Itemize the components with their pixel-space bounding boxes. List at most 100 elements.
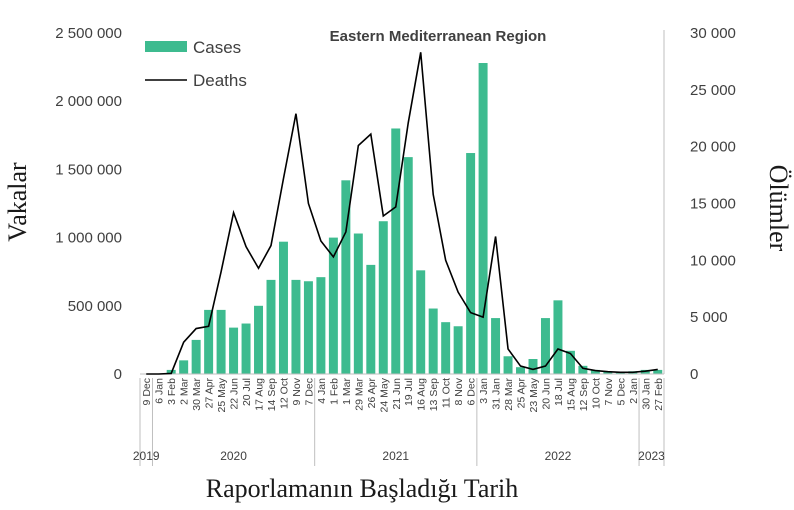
year-label: 2019	[133, 449, 160, 463]
cases-bar	[278, 241, 288, 374]
year-label: 2022	[545, 449, 572, 463]
cases-bar	[341, 180, 351, 374]
cases-bar	[328, 237, 338, 374]
x-tick-label: 12 Sep	[578, 378, 590, 411]
year-groups: 2019 2020 2021 2022 2023	[133, 378, 665, 466]
cases-bar	[366, 264, 376, 374]
y2-tick-label: 15 000	[690, 196, 736, 213]
y2-axis-title: Ölümler	[764, 165, 793, 252]
x-tick-label: 25 Apr	[516, 377, 528, 408]
cases-bar	[565, 350, 575, 374]
cases-bar	[516, 367, 526, 374]
x-tick-label: 5 Dec	[615, 378, 627, 405]
legend-cases-label: Cases	[193, 38, 241, 57]
legend-cases-swatch	[145, 41, 187, 52]
y2-tick-label: 0	[690, 366, 698, 383]
y-axis-title: Vakalar	[3, 162, 32, 242]
x-tick-label: 8 Nov	[453, 377, 465, 405]
y-tick-label: 500 000	[68, 298, 122, 315]
cases-bar	[303, 281, 313, 374]
x-tick-label: 4 Jan	[316, 378, 328, 404]
y-tick-label: 2 000 000	[55, 93, 122, 110]
legend-deaths-label: Deaths	[193, 71, 247, 90]
cases-bars	[166, 63, 663, 374]
cases-bar	[653, 369, 663, 374]
x-tick-label: 27 Apr	[204, 377, 216, 408]
y-tick-label: 1 500 000	[55, 161, 122, 178]
x-tick-label: 13 Sep	[428, 378, 440, 411]
x-tick-label: 18 Jul	[553, 378, 565, 406]
x-tick-label: 19 Jul	[403, 378, 415, 406]
y2-tick-label: 25 000	[690, 82, 736, 99]
y-tick-label: 1 000 000	[55, 230, 122, 247]
x-axis-ticks: 9 Dec 6 Jan 3 Feb 2 Mar 30 Mar 27 Apr 25 May 22…	[141, 377, 665, 412]
cases-bar	[615, 372, 625, 374]
cases-bar	[403, 157, 413, 374]
x-tick-label: 2 Mar	[179, 378, 191, 405]
x-tick-label: 9 Nov	[291, 377, 303, 405]
x-axis-title: Raporlamanın Başladığı Tarih	[206, 474, 519, 503]
x-tick-label: 3 Feb	[166, 378, 178, 405]
x-tick-label: 27 Feb	[653, 378, 665, 411]
cases-bar	[204, 309, 214, 374]
x-tick-label: 6 Dec	[466, 378, 478, 405]
cases-bar	[353, 233, 363, 374]
y2-tick-label: 30 000	[690, 25, 736, 42]
chart-title: Eastern Mediterranean Region	[330, 28, 547, 45]
y2-tick-label: 20 000	[690, 139, 736, 156]
left-axis-ticks: 0 500 000 1 000 000 1 500 000 2 000 000 2 500…	[55, 25, 122, 383]
x-tick-label: 12 Oct	[278, 378, 290, 409]
x-tick-label: 21 Jun	[391, 378, 403, 410]
x-tick-label: 16 Aug	[416, 378, 428, 411]
x-tick-label: 22 Jun	[229, 378, 241, 410]
cases-bar	[241, 323, 251, 374]
year-label: 2023	[638, 449, 665, 463]
cases-bar	[553, 300, 563, 374]
legend: Cases Deaths	[145, 38, 247, 90]
x-tick-label: 15 Aug	[565, 378, 577, 411]
cases-bar	[391, 128, 401, 374]
cases-bar	[441, 322, 451, 374]
x-tick-label: 20 Jun	[540, 378, 552, 410]
x-tick-label: 17 Aug	[254, 378, 266, 411]
x-tick-label: 29 Mar	[353, 378, 365, 411]
x-tick-label: 28 Mar	[503, 378, 515, 411]
x-tick-label: 9 Dec	[141, 378, 153, 405]
cases-bar	[503, 356, 513, 374]
cases-bar	[191, 339, 201, 374]
cases-bar	[254, 305, 264, 374]
x-tick-label: 24 May	[378, 377, 390, 412]
y2-tick-label: 10 000	[690, 252, 736, 269]
x-tick-label: 1 Mar	[341, 378, 353, 405]
x-tick-label: 7 Dec	[303, 378, 315, 405]
x-tick-label: 30 Mar	[191, 378, 203, 411]
cases-bar	[540, 318, 550, 374]
deaths-line	[146, 52, 658, 375]
cases-bar	[216, 309, 226, 374]
y2-tick-label: 5 000	[690, 309, 728, 326]
x-tick-label: 2 Jan	[628, 378, 640, 404]
year-label: 2021	[382, 449, 409, 463]
cases-bar	[428, 308, 438, 374]
x-tick-label: 1 Feb	[328, 378, 340, 405]
x-tick-label: 10 Oct	[590, 378, 602, 409]
cases-bar	[578, 365, 588, 374]
x-tick-label: 6 Jan	[154, 378, 166, 404]
right-axis-ticks: 0 5 000 10 000 15 000 20 000 25 000 30 000	[690, 25, 736, 383]
cases-bar	[453, 326, 463, 374]
cases-bar	[528, 359, 538, 374]
cases-bar	[266, 279, 276, 374]
cases-bar	[478, 63, 488, 374]
cases-bar	[491, 318, 501, 374]
x-tick-label: 26 Apr	[366, 377, 378, 408]
x-tick-label: 14 Sep	[266, 378, 278, 411]
cases-bar	[590, 369, 600, 374]
y-tick-label: 2 500 000	[55, 25, 122, 42]
x-tick-label: 23 May	[528, 377, 540, 412]
x-tick-label: 25 May	[216, 377, 228, 412]
x-tick-label: 3 Jan	[478, 378, 490, 404]
cases-bar	[316, 277, 326, 374]
cases-bar	[229, 327, 239, 374]
cases-bar	[466, 153, 476, 374]
cases-bar	[291, 279, 301, 374]
